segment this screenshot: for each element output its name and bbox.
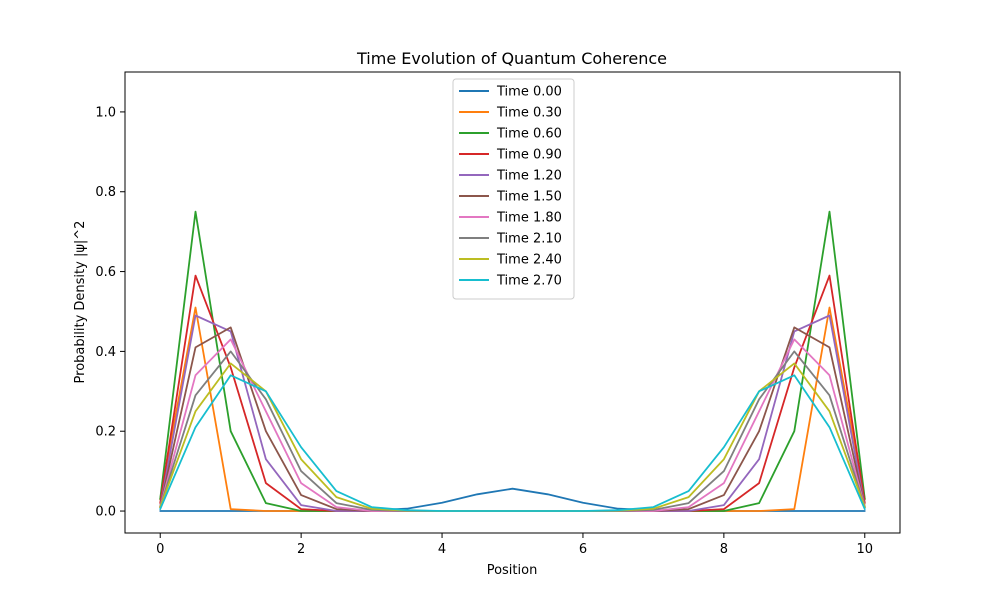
y-axis-title: Probability Density |ψ|^2 (73, 221, 88, 384)
legend-label: Time 1.80 (496, 211, 562, 226)
legend: Time 0.00 Time 0.30 Time 0.60 Time 0.90 Time… (452, 78, 575, 300)
x-axis-title: Position (487, 563, 538, 578)
plot-frame (124, 71, 901, 534)
legend-label: Time 0.00 (496, 85, 562, 100)
x-tick-label: 0 (156, 542, 164, 557)
y-tick-label: 0.6 (95, 265, 116, 280)
x-tick-label: 2 (297, 542, 305, 557)
y-tick-label: 0.2 (95, 425, 116, 440)
y-tick-label: 0.0 (95, 505, 116, 520)
x-tick-label: 10 (856, 542, 873, 557)
x-tick-label: 4 (438, 542, 446, 557)
legend-label: Time 0.60 (496, 127, 562, 142)
legend-label: Time 1.20 (496, 169, 562, 184)
legend-label: Time 0.30 (496, 106, 562, 121)
plot-area (124, 71, 901, 534)
legend-label: Time 0.90 (496, 148, 562, 163)
y-tick-label: 0.4 (95, 345, 116, 360)
chart-title: Time Evolution of Quantum Coherence (356, 49, 667, 68)
legend-label: Time 2.10 (496, 232, 562, 247)
series-lines (159, 210, 866, 512)
series-line-9 (159, 374, 866, 512)
x-tick-label: 8 (720, 542, 728, 557)
y-tick-label: 1.0 (95, 105, 116, 120)
x-tick-label: 6 (579, 542, 587, 557)
legend-label: Time 1.50 (496, 190, 562, 205)
legend-label: Time 2.70 (496, 274, 562, 289)
y-tick-label: 0.8 (95, 185, 116, 200)
legend-label: Time 2.40 (496, 253, 562, 268)
y-axis: 0.0 0.2 0.4 0.6 0.8 1.0 (95, 105, 125, 520)
x-axis: 0 2 4 6 8 10 (156, 533, 873, 557)
